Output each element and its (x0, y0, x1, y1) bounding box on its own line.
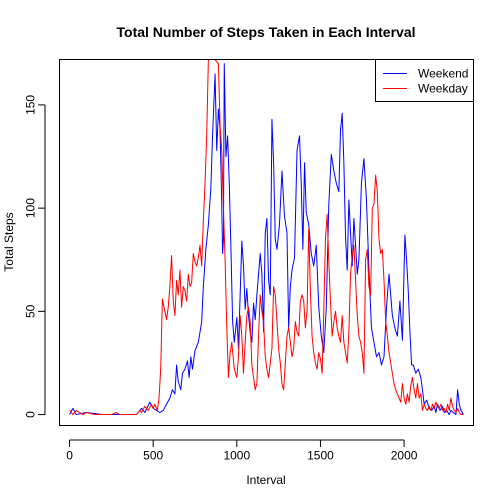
y-axis-label: Total Steps (2, 212, 16, 271)
x-tick-label-1000: 1000 (223, 449, 250, 463)
legend-label-weekday: Weekday (418, 82, 468, 96)
legend-label-weekend: Weekend (418, 67, 468, 81)
y-axis: 0 50 100 150 (24, 95, 46, 418)
chart-title: Total Number of Steps Taken in Each Inte… (117, 24, 416, 40)
y-tick-label-0: 0 (24, 411, 38, 418)
x-axis: 0 500 1000 1500 2000 (66, 439, 418, 463)
x-tick-label-0: 0 (66, 449, 73, 463)
y-tick-label-50: 50 (24, 304, 38, 318)
x-axis-label: Interval (246, 473, 285, 487)
plot-frame (59, 59, 474, 426)
legend-box (375, 59, 474, 102)
x-tick-label-500: 500 (143, 449, 163, 463)
series-line-weekday (69, 59, 464, 416)
x-tick-label-1500: 1500 (307, 449, 334, 463)
series-line-weekend (69, 63, 464, 416)
plot-lines (69, 59, 464, 416)
y-tick-label-150: 150 (24, 95, 38, 115)
y-tick-label-100: 100 (24, 198, 38, 218)
x-tick-label-2000: 2000 (391, 449, 418, 463)
legend: Weekend Weekday (375, 59, 474, 102)
